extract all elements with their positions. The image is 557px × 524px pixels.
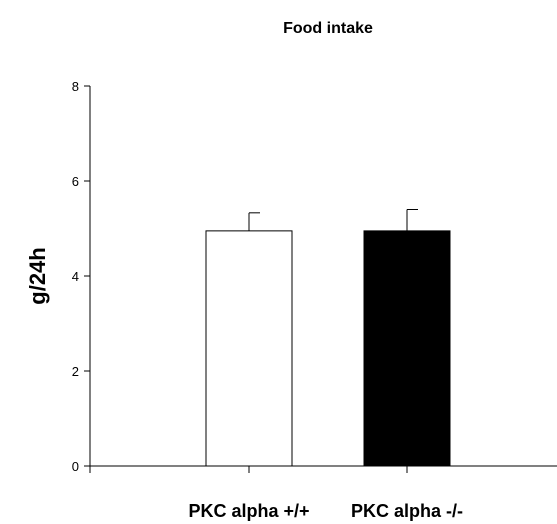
- bar: [205, 230, 293, 467]
- y-tick-label: 8: [72, 79, 79, 94]
- x-tick-label: PKC alpha +/+: [188, 501, 309, 521]
- chart-title: Food intake: [283, 20, 373, 37]
- bars: [89, 209, 451, 473]
- y-axis-label: g/24h: [25, 247, 50, 304]
- x-tick-labels: PKC alpha +/+ PKC alpha -/-: [188, 501, 463, 521]
- y-tick-label: 6: [72, 174, 79, 189]
- y-tick-label: 0: [72, 459, 79, 474]
- y-tick-label: 4: [72, 269, 79, 284]
- y-ticks: 0 2 4 6 8: [72, 79, 90, 474]
- x-tick-label: PKC alpha -/-: [351, 501, 463, 521]
- bar: [363, 230, 451, 467]
- y-tick-label: 2: [72, 364, 79, 379]
